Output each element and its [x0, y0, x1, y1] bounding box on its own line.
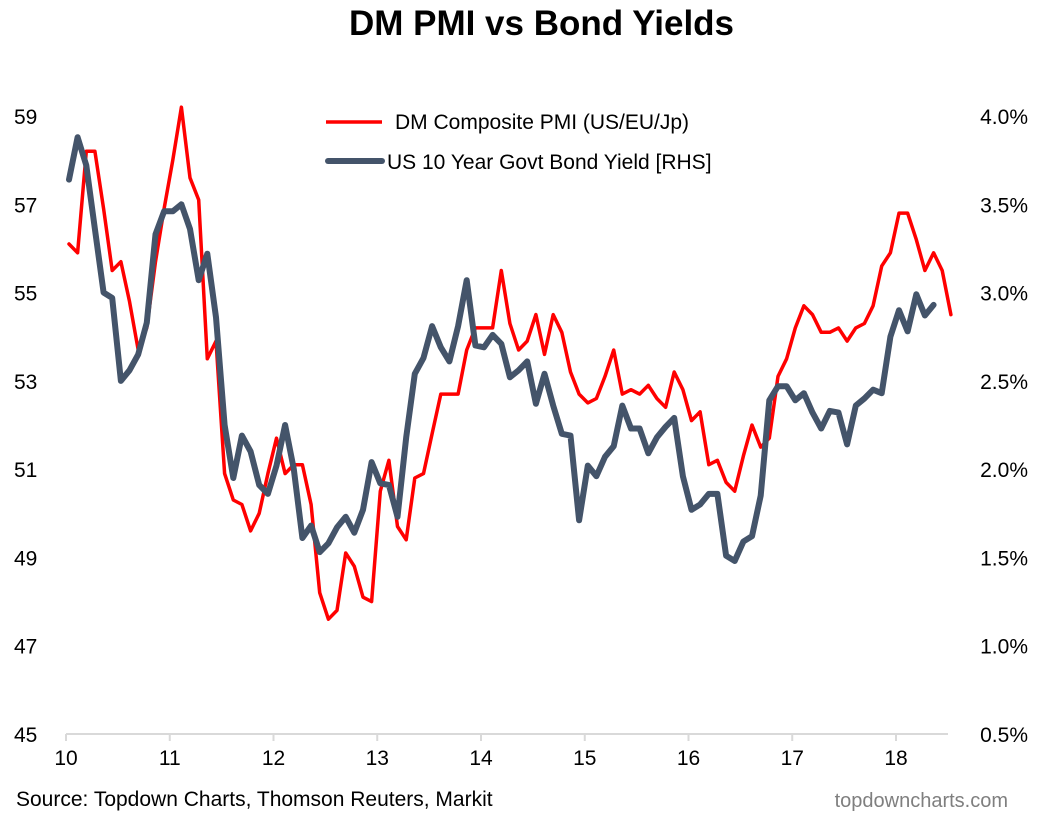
x-tick-label: 17 [781, 747, 804, 770]
y-left-tick-label: 57 [14, 194, 37, 217]
series-layer [66, 105, 953, 621]
x-tick-label: 13 [366, 747, 389, 770]
x-tick-label: 12 [262, 747, 285, 770]
x-tick-label: 16 [677, 747, 700, 770]
y-right-tick-label: 1.5% [980, 547, 1028, 570]
chart-title: DM PMI vs Bond Yields [348, 4, 735, 43]
legend-label-yield: US 10 Year Govt Bond Yield [RHS] [387, 151, 712, 174]
x-axis: 10 11 12 13 14 15 16 17 18 [54, 733, 948, 770]
x-tick-label: 10 [54, 747, 77, 770]
x-tick-label: 14 [469, 747, 493, 770]
y-axis-right: 0.5% 1.0% 1.5% 2.0% 2.5% 3.0% 3.5% 4.0% [980, 106, 1028, 747]
y-right-tick-label: 0.5% [980, 724, 1028, 747]
series-line-yield [66, 134, 937, 564]
x-tick-label: 11 [159, 747, 181, 770]
series-line-pmi [67, 105, 953, 621]
y-right-tick-label: 1.0% [980, 636, 1028, 659]
source-note: Source: Topdown Charts, Thomson Reuters,… [16, 788, 493, 811]
y-left-tick-label: 51 [14, 459, 37, 482]
y-left-tick-label: 59 [14, 106, 37, 129]
y-left-tick-label: 47 [14, 636, 37, 659]
y-right-tick-label: 2.5% [980, 371, 1028, 394]
y-right-tick-label: 3.0% [980, 283, 1028, 306]
watermark: topdowncharts.com [834, 790, 1008, 812]
legend-label-pmi: DM Composite PMI (US/EU/Jp) [395, 111, 689, 134]
x-tick-label: 15 [573, 747, 596, 770]
y-right-tick-label: 4.0% [980, 106, 1028, 129]
y-right-tick-label: 3.5% [980, 194, 1028, 217]
y-left-tick-label: 55 [14, 283, 37, 306]
x-tick-label: 18 [884, 747, 907, 770]
legend: DM Composite PMI (US/EU/Jp) US 10 Year G… [325, 111, 712, 174]
y-left-tick-label: 49 [14, 547, 37, 570]
y-axis-left: 45 47 49 51 53 55 57 59 [14, 106, 37, 747]
y-left-tick-label: 53 [14, 371, 37, 394]
y-right-tick-label: 2.0% [980, 459, 1028, 482]
y-left-tick-label: 45 [14, 724, 37, 747]
